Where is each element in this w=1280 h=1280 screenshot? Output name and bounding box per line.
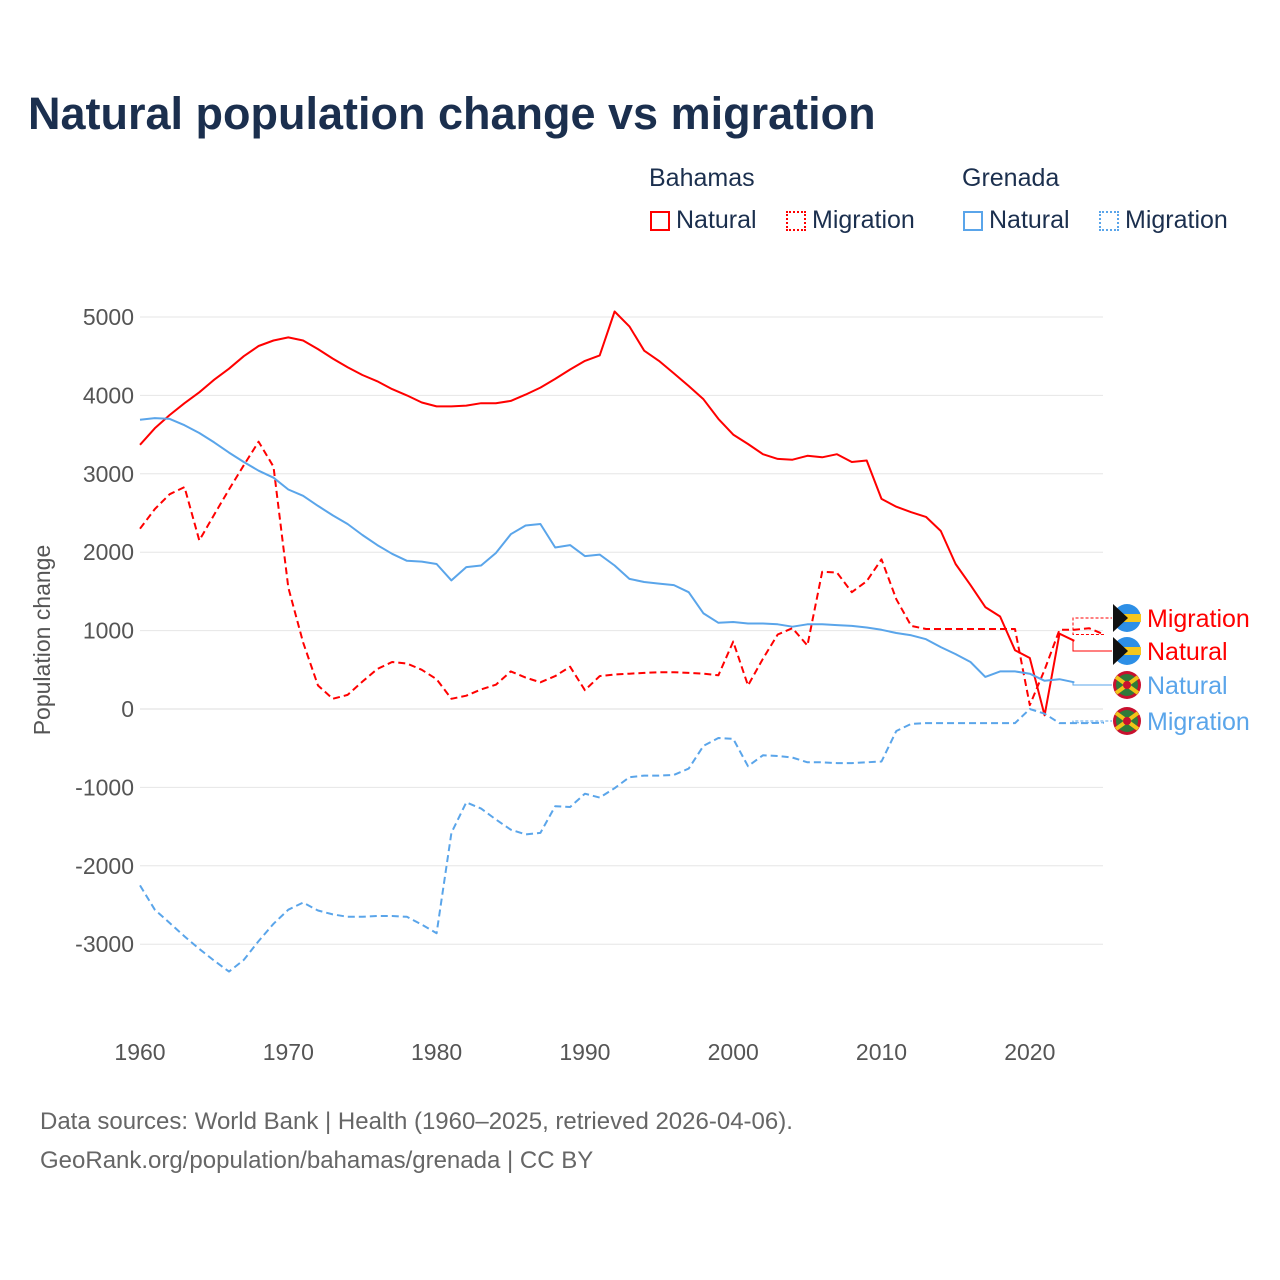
legend-bahamas-natural[interactable]: Natural (650, 206, 757, 235)
x-tick-label: 1960 (114, 1039, 165, 1065)
end-label-connector (1072, 640, 1112, 652)
end-label-connector (1072, 617, 1112, 636)
x-tick-label: 1980 (411, 1039, 462, 1065)
x-tick-label: 1990 (559, 1039, 610, 1065)
series-line-grenada-natural (139, 417, 1075, 684)
y-tick-label: -2000 (75, 853, 134, 879)
bahamas-flag-icon (1113, 637, 1141, 665)
legend-grenada-natural[interactable]: Natural (963, 206, 1070, 235)
dotted-line-swatch-icon (786, 210, 806, 231)
legend-label: Natural (989, 206, 1070, 234)
x-tick-label: 2020 (1004, 1039, 1055, 1065)
y-axis-label: Population change (29, 545, 55, 736)
end-label-bahamas-migration: Migration (1147, 605, 1250, 633)
chart-title: Natural population change vs migration (28, 88, 876, 139)
x-tick-label: 2010 (856, 1039, 907, 1065)
legend-group-bahamas: Bahamas (649, 164, 755, 192)
legend-bahamas-migration[interactable]: Migration (786, 206, 915, 235)
y-tick-label: 2000 (83, 539, 134, 565)
solid-line-swatch-icon (650, 210, 670, 231)
end-label-bahamas-natural: Natural (1147, 638, 1228, 666)
end-label-grenada-natural: Natural (1147, 672, 1228, 700)
source-link[interactable]: GeoRank.org/population/bahamas/grenada |… (40, 1147, 594, 1174)
y-tick-label: -1000 (75, 774, 134, 800)
y-tick-label: 3000 (83, 461, 134, 487)
source-note: Data sources: World Bank | Health (1960–… (40, 1108, 793, 1135)
y-tick-label: 5000 (83, 304, 134, 330)
y-tick-label: 0 (121, 696, 134, 722)
legend-group-grenada: Grenada (962, 164, 1060, 192)
legend-label: Migration (1125, 206, 1228, 234)
grenada-flag-icon (1113, 707, 1141, 735)
solid-line-swatch-icon (963, 210, 983, 231)
legend-label: Migration (812, 206, 915, 234)
legend-label: Natural (676, 206, 757, 234)
series-line-bahamas-migration (139, 440, 1105, 707)
y-tick-label: 1000 (83, 618, 134, 644)
grenada-flag-icon (1113, 671, 1141, 699)
end-label-grenada-migration: Migration (1147, 708, 1250, 736)
bahamas-flag-icon (1113, 604, 1141, 632)
end-label-connector (1072, 720, 1112, 724)
end-label-connector (1072, 681, 1112, 686)
x-tick-label: 2000 (708, 1039, 759, 1065)
series-line-grenada-migration (139, 708, 1105, 973)
y-tick-label: -3000 (75, 931, 134, 957)
dotted-line-swatch-icon (1099, 210, 1119, 231)
legend-grenada-migration[interactable]: Migration (1099, 206, 1228, 235)
series-line-bahamas-natural (139, 310, 1075, 717)
y-tick-label: 4000 (83, 382, 134, 408)
x-tick-label: 1970 (263, 1039, 314, 1065)
